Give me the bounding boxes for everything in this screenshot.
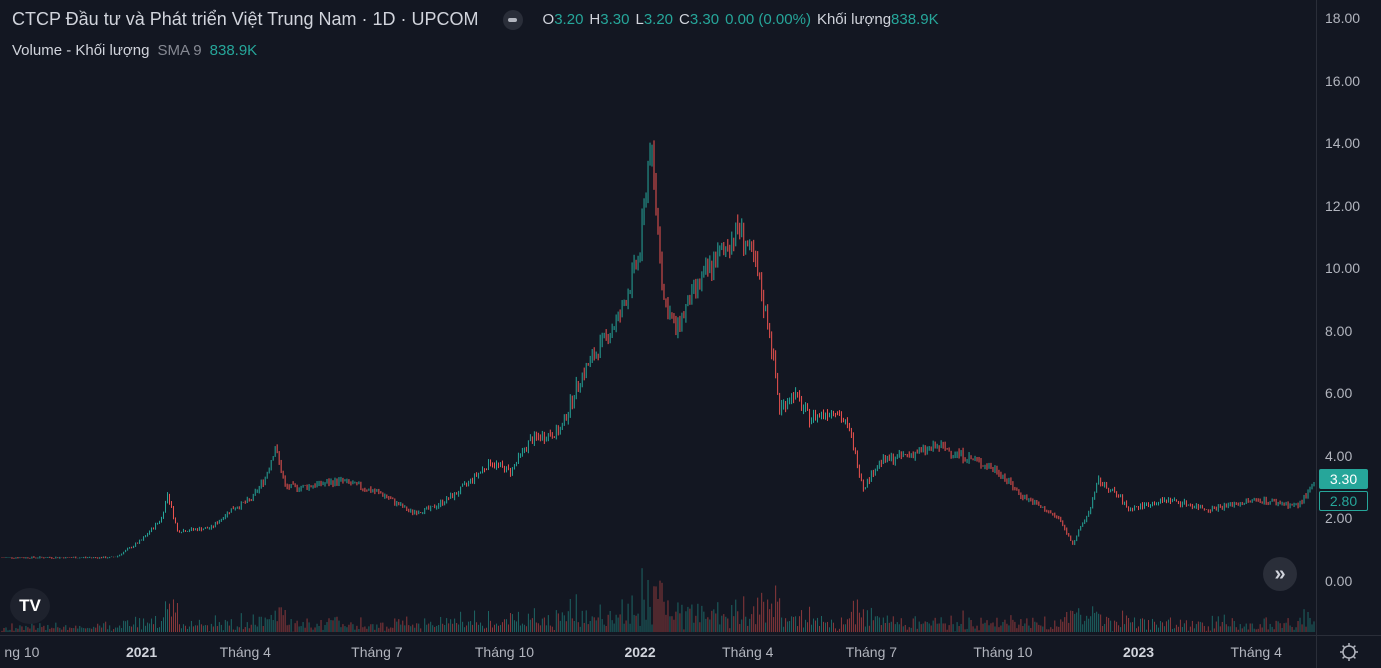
time-tick-label: Tháng 4 — [219, 644, 271, 660]
collapse-legend-button[interactable] — [502, 9, 523, 30]
price-tick-label: 0.00 — [1325, 573, 1353, 589]
price-tick-label: 8.00 — [1325, 322, 1353, 339]
price-tick-label: 16.00 — [1325, 72, 1361, 89]
volume-value: 838.9K — [891, 11, 939, 28]
low-label: L — [635, 11, 644, 28]
volume-sma-label: SMA 9 — [157, 42, 202, 59]
price-chart[interactable] — [0, 0, 1316, 635]
price-tick-label: 2.00 — [1325, 510, 1353, 527]
ohlc-values: O3.20 H3.30 L3.20 C3.30 0.00 (0.00%) Khố… — [543, 11, 939, 28]
price-tick-label: 4.00 — [1325, 447, 1353, 464]
price-tick-label: 14.00 — [1325, 135, 1361, 152]
time-tick-label: Tháng 7 — [845, 644, 898, 660]
sma-price-badge: 2.80 — [1319, 491, 1368, 511]
high-label: H — [589, 11, 601, 28]
time-tick-label: Tháng 10 — [474, 644, 535, 660]
time-tick-label: 2021 — [125, 644, 158, 660]
price-axis[interactable]: 3.30 2.80 18.00 16.00 14.00 12.00 10.00 8.00 6… — [1316, 0, 1381, 635]
chart-legend: CTCP Đầu tư và Phát triển Việt Trung Nam… — [12, 9, 939, 30]
time-tick-label: ng 10 — [4, 644, 40, 660]
price-tick-label: 12.00 — [1325, 197, 1361, 214]
symbol-title[interactable]: CTCP Đầu tư và Phát triển Việt Trung Nam… — [12, 9, 479, 29]
high-value: 3.30 — [600, 11, 630, 28]
open-value: 3.20 — [554, 11, 584, 28]
time-tick-label: Tháng 7 — [351, 644, 403, 660]
volume-legend-label: Volume - Khối lượng — [12, 42, 150, 59]
change-value: 0.00 (0.00%) — [725, 11, 811, 28]
settings-button[interactable] — [1316, 635, 1381, 668]
close-value: 3.30 — [689, 11, 720, 28]
time-tick-label: Tháng 10 — [973, 644, 1033, 660]
time-tick-label: Tháng 4 — [1230, 644, 1282, 660]
low-value: 3.20 — [643, 11, 674, 28]
last-price-badge: 3.30 — [1319, 469, 1368, 489]
volume-legend[interactable]: Volume - Khối lượng SMA 9 838.9K — [12, 42, 257, 59]
minus-icon — [508, 17, 518, 22]
time-tick-label: Tháng 4 — [722, 644, 774, 660]
price-tick-label: 6.00 — [1325, 385, 1353, 402]
time-tick-label: 2022 — [624, 644, 656, 660]
time-axis[interactable]: ng 10 2021 Tháng 4 Tháng 7 Tháng 10 2022 Tháng… — [0, 635, 1316, 668]
price-tick-label: 10.00 — [1325, 260, 1361, 277]
open-label: O — [542, 11, 555, 28]
scroll-to-realtime-button[interactable]: » — [1263, 557, 1297, 591]
gear-icon — [1340, 643, 1358, 661]
time-tick-label: 2023 — [1122, 644, 1155, 660]
close-label: C — [679, 11, 690, 28]
price-tick-label: 18.00 — [1325, 10, 1361, 26]
volume-label: Khối lượng — [816, 11, 892, 28]
tradingview-logo[interactable]: TV — [10, 588, 50, 624]
double-chevron-right-icon: » — [1274, 562, 1286, 585]
volume-sma-value: 838.9K — [209, 42, 258, 59]
